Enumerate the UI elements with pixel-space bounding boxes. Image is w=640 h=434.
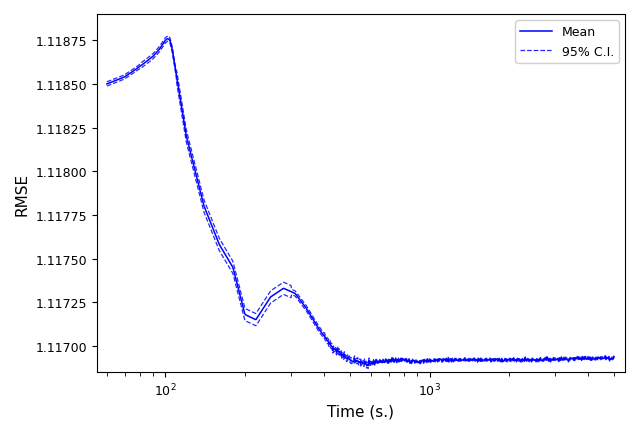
Y-axis label: RMSE: RMSE	[15, 172, 30, 215]
Legend: Mean, 95% C.I.: Mean, 95% C.I.	[515, 21, 619, 63]
X-axis label: Time (s.): Time (s.)	[328, 404, 394, 419]
